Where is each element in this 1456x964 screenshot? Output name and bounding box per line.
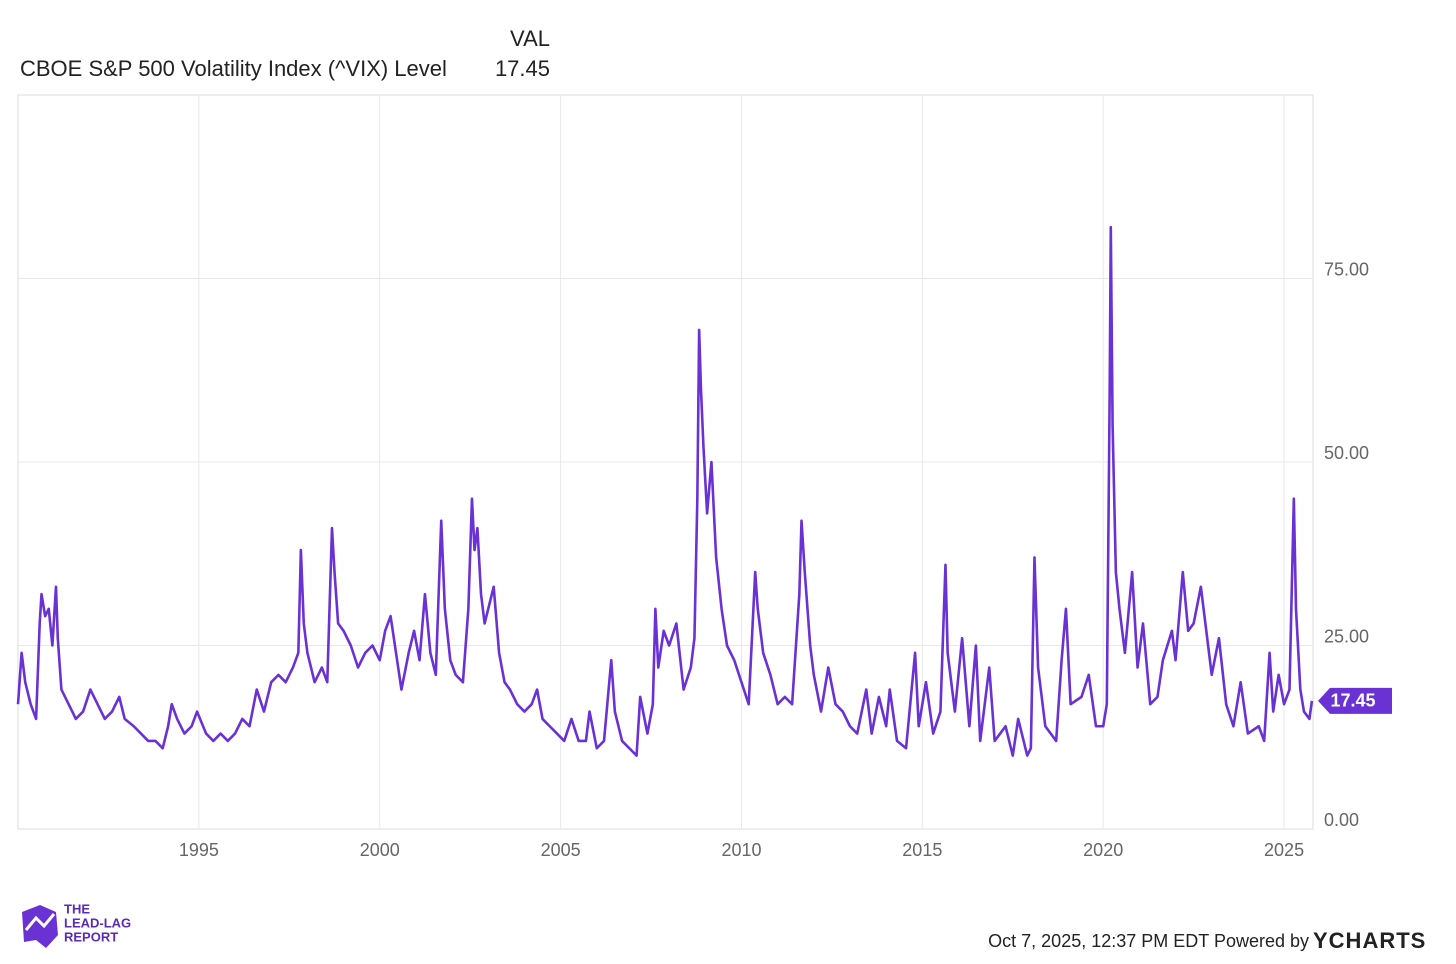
x-tick-label: 2010 xyxy=(721,840,761,860)
logo xyxy=(22,905,58,948)
end-value-tag xyxy=(1318,687,1392,714)
header-value: 17.45 xyxy=(495,56,550,81)
x-tick-label: 1995 xyxy=(179,840,219,860)
logo-icon xyxy=(22,905,58,948)
x-tick-label: 2025 xyxy=(1264,840,1304,860)
logo-text: LEAD-LAG xyxy=(64,915,131,930)
footer-text: Oct 7, 2025, 12:37 PM EDT Powered by xyxy=(988,931,1309,951)
x-tick-label: 2005 xyxy=(541,840,581,860)
y-tick-label: 25.00 xyxy=(1324,626,1369,646)
y-tick-label: 50.00 xyxy=(1324,443,1369,463)
brand-logo: YCHARTS xyxy=(1313,928,1426,953)
column-header: VAL xyxy=(510,26,550,51)
logo-text: REPORT xyxy=(64,929,118,944)
end-value-label: 17.45 xyxy=(1330,691,1375,711)
logo-text: THE xyxy=(64,901,90,916)
x-tick-label: 2020 xyxy=(1083,840,1123,860)
y-tick-label: 75.00 xyxy=(1324,259,1369,279)
line xyxy=(16,225,1314,757)
x-tick-label: 2000 xyxy=(360,840,400,860)
y-tick-label: 0.00 xyxy=(1324,810,1359,830)
legend-entry: CBOE S&P 500 Volatility Index (^VIX) Lev… xyxy=(20,56,447,81)
x-tick-label: 2015 xyxy=(902,840,942,860)
logo-icon-line xyxy=(24,913,56,931)
